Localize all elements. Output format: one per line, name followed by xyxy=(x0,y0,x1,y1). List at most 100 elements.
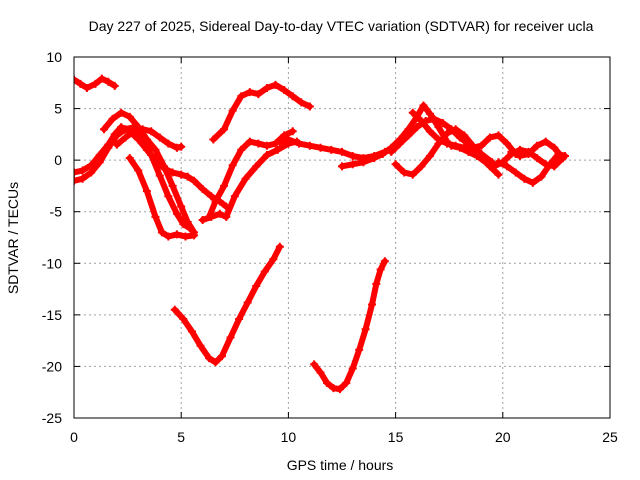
data-point xyxy=(425,127,434,136)
data-point xyxy=(190,176,199,185)
data-point xyxy=(376,265,385,274)
x-tick-label: 0 xyxy=(70,429,78,445)
data-point xyxy=(245,88,254,97)
data-point xyxy=(117,108,126,117)
data-point xyxy=(196,341,205,350)
data-point xyxy=(310,360,319,369)
data-point xyxy=(252,162,261,171)
data-point xyxy=(254,139,263,148)
axes xyxy=(73,56,611,419)
x-tick-label: 15 xyxy=(388,429,404,445)
data-point xyxy=(112,140,121,149)
data-point xyxy=(164,139,173,148)
y-tick-label: -5 xyxy=(50,204,63,220)
data-point xyxy=(97,74,106,83)
data-point xyxy=(125,112,134,121)
data-point xyxy=(142,187,151,196)
data-point xyxy=(425,109,434,118)
data-point xyxy=(288,92,297,101)
y-axis-title: SDTVAR / TECUs xyxy=(5,182,21,294)
data-point xyxy=(273,145,282,154)
data-point xyxy=(395,139,404,148)
chart-title: Day 227 of 2025, Sidereal Day-to-day VTE… xyxy=(89,18,594,34)
data-point xyxy=(183,218,192,227)
data-point xyxy=(207,192,216,201)
data-point xyxy=(74,75,78,84)
data-point xyxy=(100,125,109,134)
data-point xyxy=(533,141,542,150)
data-point xyxy=(205,354,214,363)
data-point xyxy=(417,162,426,171)
data-point xyxy=(157,228,166,237)
data-point xyxy=(370,154,379,163)
data-point xyxy=(520,174,529,183)
data-point xyxy=(230,192,239,201)
series-line-arc-d xyxy=(101,109,198,236)
data-point xyxy=(503,139,512,148)
data-point xyxy=(295,139,304,148)
data-point xyxy=(121,125,130,134)
data-point xyxy=(245,137,254,146)
data-point xyxy=(305,102,314,111)
data-point xyxy=(222,212,231,221)
data-point xyxy=(280,86,289,95)
data-point xyxy=(316,143,325,152)
data-point xyxy=(262,83,271,92)
data-point xyxy=(368,300,377,309)
data-point xyxy=(125,154,134,163)
data-point xyxy=(112,131,121,140)
data-point xyxy=(172,230,181,239)
data-point xyxy=(511,168,520,177)
data-point xyxy=(485,133,494,142)
series-layer xyxy=(74,74,569,394)
data-point xyxy=(434,135,443,144)
series-group xyxy=(74,74,569,394)
data-point xyxy=(172,143,181,152)
data-point xyxy=(348,364,357,373)
data-point xyxy=(198,215,207,224)
data-point xyxy=(545,160,554,169)
data-point xyxy=(284,135,293,144)
data-point xyxy=(413,123,422,132)
data-point xyxy=(322,378,331,387)
data-point xyxy=(533,154,542,163)
data-point xyxy=(151,145,160,154)
data-point xyxy=(209,135,218,144)
y-tick-label: -10 xyxy=(42,255,62,271)
data-point xyxy=(425,152,434,161)
data-point xyxy=(207,212,216,221)
data-point xyxy=(494,158,503,167)
data-point xyxy=(541,137,550,146)
data-point xyxy=(348,160,357,169)
data-point xyxy=(468,143,477,152)
data-point xyxy=(524,149,533,158)
data-point xyxy=(228,161,237,170)
data-point xyxy=(237,92,246,101)
data-point xyxy=(142,135,151,144)
grid xyxy=(74,57,610,418)
data-point xyxy=(190,231,199,240)
data-point xyxy=(372,279,381,288)
data-point xyxy=(235,314,244,323)
data-point xyxy=(419,101,428,110)
data-point xyxy=(254,90,263,99)
data-point xyxy=(252,281,261,290)
data-point xyxy=(220,125,229,134)
data-point xyxy=(187,327,196,336)
data-point xyxy=(108,114,117,123)
tick-labels: 0 5 10 15 20 25 -25 -20 -15 -10 -5 0 5 10 xyxy=(42,49,618,445)
data-point xyxy=(226,333,235,342)
data-point xyxy=(417,116,426,125)
data-point xyxy=(211,197,220,206)
data-point xyxy=(305,141,314,150)
data-point xyxy=(438,119,447,128)
data-point xyxy=(329,384,338,393)
data-point xyxy=(138,125,147,134)
data-point xyxy=(147,127,156,136)
data-point xyxy=(164,192,173,201)
x-tick-label: 25 xyxy=(602,429,618,445)
series-line-arc-g xyxy=(210,81,313,143)
x-tick-label: 20 xyxy=(495,429,511,445)
data-point xyxy=(335,385,344,394)
